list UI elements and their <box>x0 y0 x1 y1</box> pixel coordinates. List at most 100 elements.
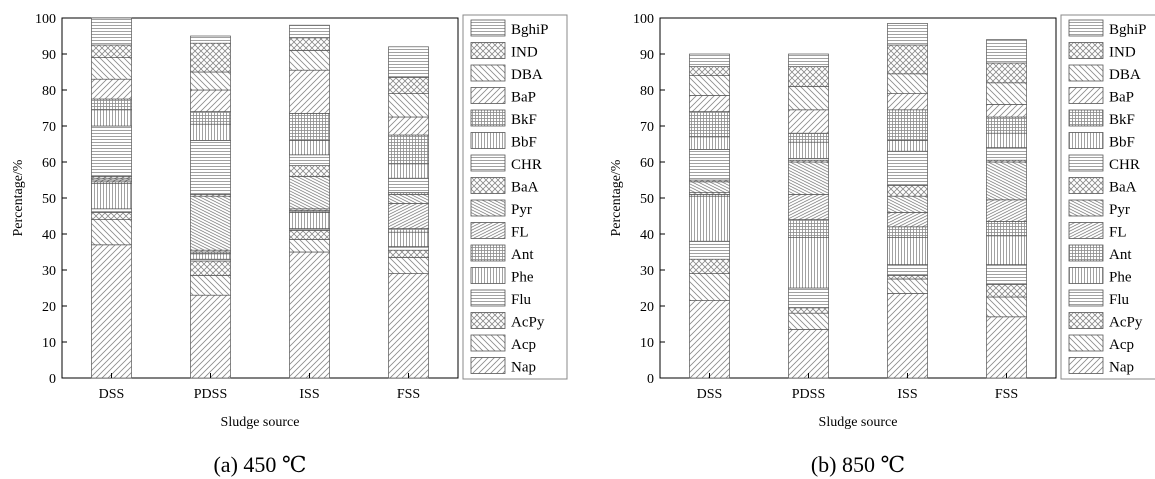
bar-segment-bkf <box>289 113 330 141</box>
bar-segment-bbf <box>788 141 829 159</box>
bar-segment-chr <box>91 125 132 177</box>
legend-label: BkF <box>1109 112 1135 128</box>
legend-swatch <box>470 289 506 307</box>
bar-segment-acp <box>190 275 231 296</box>
legend-swatch <box>470 42 506 59</box>
legend-label: CHR <box>1109 157 1140 173</box>
bar-segment-bap <box>788 109 829 134</box>
bar-segment-phe <box>788 237 829 289</box>
bar-segment-bghip <box>887 23 928 46</box>
legend-label: AcPy <box>1109 315 1143 331</box>
y-tick-label: 40 <box>42 228 56 243</box>
legend-swatch <box>1068 42 1104 59</box>
bar-segment-fl <box>887 212 928 228</box>
legend-label: Nap <box>511 360 536 376</box>
legend-swatch <box>470 267 506 284</box>
x-tick-label: DSS <box>99 387 125 402</box>
bar-segment-chr <box>190 140 231 195</box>
bar-segment-acp <box>91 219 132 246</box>
y-tick-label: 70 <box>42 120 56 135</box>
bar-segment-flu <box>388 246 429 251</box>
bar-segment-ind <box>91 44 132 58</box>
bar-segment-chr <box>887 150 928 186</box>
bar-segment-dba <box>190 71 231 91</box>
x-tick-label: FSS <box>397 387 420 402</box>
legend-swatch <box>1068 154 1104 172</box>
legend-swatch <box>1068 64 1104 82</box>
bar-segment-nap <box>388 273 429 379</box>
y-tick-label: 80 <box>42 84 56 99</box>
bar-segment-acpy <box>887 275 928 280</box>
chart-panel: 0 10 20 30 40 50 60 70 80 90 100 Percentage/% DSS PDS… <box>11 12 568 477</box>
bar-segment-pyr <box>190 195 231 251</box>
legend-swatch <box>1068 19 1104 37</box>
bar-segment-bghip <box>788 53 829 67</box>
y-tick-label: 100 <box>35 12 56 27</box>
bar-segment-dba <box>388 93 429 118</box>
legend-label: IND <box>1109 45 1136 61</box>
bar-segment-bap <box>986 104 1027 118</box>
bar-segment-bkf <box>190 111 231 125</box>
bar-segment-nap <box>887 293 928 379</box>
y-axis-label: Percentage/% <box>11 159 26 236</box>
legend-label: Ant <box>511 247 534 263</box>
legend-label: Acp <box>511 337 536 353</box>
bar-segment-pyr <box>887 195 928 213</box>
bar-segment-ant <box>986 221 1027 237</box>
y-tick-label: 30 <box>640 264 654 279</box>
bar-segment-bghip <box>689 53 730 67</box>
legend-swatch <box>1068 132 1104 149</box>
bar-segment-bbf <box>91 109 132 127</box>
legend-label: BghiP <box>511 22 549 38</box>
bar-segment-ant <box>788 219 829 238</box>
bar-segment-ind <box>388 77 429 94</box>
y-tick-label: 30 <box>42 264 56 279</box>
bar-segment-phe <box>887 237 928 265</box>
legend-swatch <box>1068 109 1104 127</box>
legend-swatch <box>470 177 506 194</box>
legend-swatch <box>470 109 506 127</box>
x-tick-label: PDSS <box>792 387 825 402</box>
legend-swatch <box>470 132 506 149</box>
bar-segment-acpy <box>788 307 829 314</box>
bar-segment-ind <box>788 66 829 87</box>
y-tick-label: 50 <box>640 192 654 207</box>
legend-label: BaP <box>1109 90 1134 106</box>
y-tick-label: 10 <box>640 336 654 351</box>
bar-segment-bkf <box>788 132 829 143</box>
bar-segment-acp <box>689 273 730 301</box>
legend-label: IND <box>511 45 538 61</box>
bar-segment-ant <box>388 228 429 233</box>
legend-label: FL <box>1109 225 1127 241</box>
legend-swatch <box>470 334 506 352</box>
bar-segment-phe <box>986 235 1027 265</box>
bar-segment-bkf <box>388 134 429 165</box>
legend-swatch <box>1068 334 1104 352</box>
bar-segment-bghip <box>190 35 231 44</box>
legend-label: Phe <box>511 270 534 286</box>
bar-segment-fl <box>788 194 829 220</box>
bar-segment-nap <box>190 294 231 379</box>
bar-segment-bghip <box>986 39 1027 64</box>
bar-segment-chr <box>986 147 1027 161</box>
bar-segment-dba <box>289 50 330 71</box>
bar-segment-acp <box>986 296 1027 318</box>
bar-segment-phe <box>91 183 132 210</box>
y-tick-label: 70 <box>640 120 654 135</box>
y-tick-label: 20 <box>640 300 654 315</box>
bar-segment-dba <box>91 57 132 80</box>
bar-segment-bghip <box>289 24 330 39</box>
bar-segment-bkf <box>91 98 132 111</box>
legend-swatch <box>470 244 506 262</box>
legend-label: Ant <box>1109 247 1132 263</box>
legend-label: FL <box>511 225 529 241</box>
bar-segment-nap <box>91 244 132 379</box>
bar-segment-acp <box>388 257 429 274</box>
legend-swatch <box>470 19 506 37</box>
bar-segment-bap <box>289 69 330 114</box>
bar-segment-bap <box>887 93 928 111</box>
bar-segment-acp <box>788 312 829 330</box>
legend-label: BkF <box>511 112 537 128</box>
legend-label: DBA <box>511 67 543 83</box>
legend-label: Acp <box>1109 337 1134 353</box>
